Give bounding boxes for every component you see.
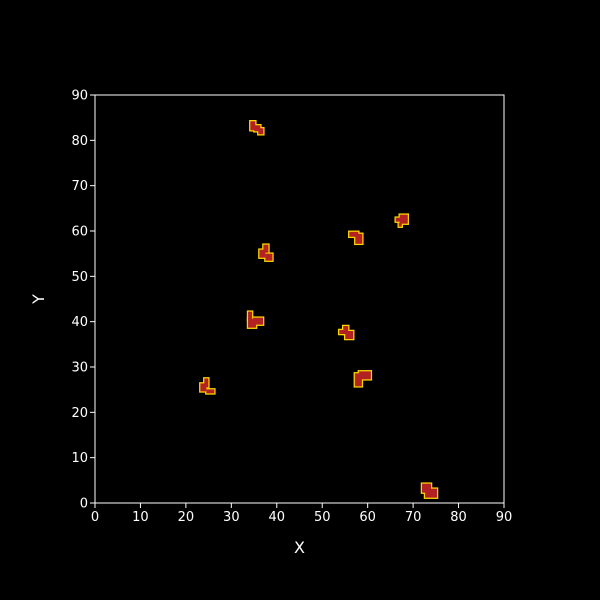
marker-fill-block (355, 233, 363, 244)
x-tick-label: 10 (132, 510, 149, 525)
marker-fill-block (398, 222, 402, 227)
marker-fill-block (395, 217, 401, 222)
marker-fill-block (200, 383, 207, 392)
marker-fill-block (339, 330, 346, 334)
data-point-marker (420, 482, 439, 499)
marker-fill-block (206, 389, 215, 394)
x-tick-label: 50 (314, 510, 331, 525)
y-tick-label: 40 (71, 315, 88, 330)
data-point-marker (337, 324, 355, 341)
marker-fill-block (204, 378, 209, 388)
y-tick-label: 90 (71, 89, 88, 104)
data-point-marker (246, 310, 265, 329)
x-tick-label: 70 (405, 510, 422, 525)
marker-fill-block (358, 371, 371, 380)
data-point-marker (199, 377, 216, 395)
y-tick-label: 30 (71, 361, 88, 376)
x-tick-label: 20 (178, 510, 195, 525)
marker-fill-block (258, 128, 264, 135)
y-tick-label: 20 (71, 406, 88, 421)
marker-fill-block (248, 311, 253, 321)
x-tick-label: 30 (223, 510, 240, 525)
marker-fill-block (354, 373, 362, 387)
marker-fill-block (254, 125, 261, 132)
y-tick-label: 70 (71, 179, 88, 194)
y-tick-label: 80 (71, 134, 88, 149)
marker-fill-block (265, 253, 273, 261)
plot-frame (94, 94, 505, 504)
y-tick-label: 10 (71, 451, 88, 466)
marker-fill-block (422, 483, 432, 493)
marker-fill-block (248, 318, 257, 328)
y-tick-label: 0 (80, 497, 88, 512)
data-point-marker (258, 243, 274, 262)
data-point-marker (249, 120, 265, 136)
data-point-marker (353, 370, 373, 388)
marker-fill-block (250, 121, 256, 131)
marker-fill-block (343, 326, 349, 334)
x-axis-title: X (294, 538, 305, 557)
data-point-marker (348, 230, 364, 246)
y-axis-title: Y (29, 294, 48, 305)
data-point-marker (394, 213, 409, 228)
marker-fill-block (259, 249, 266, 258)
marker-fill-block (263, 244, 269, 253)
x-tick-label: 80 (450, 510, 467, 525)
marker-fill-block (349, 231, 359, 237)
x-tick-label: 90 (496, 510, 513, 525)
x-tick-label: 40 (269, 510, 286, 525)
marker-fill-block (253, 317, 264, 325)
marker-fill-block (345, 331, 354, 339)
marker-fill-block (399, 214, 408, 224)
x-tick-label: 0 (91, 510, 99, 525)
y-tick-label: 60 (71, 225, 88, 240)
marker-fill-block (425, 488, 438, 498)
data-markers (199, 120, 439, 499)
x-tick-label: 60 (359, 510, 376, 525)
y-tick-label: 50 (71, 270, 88, 285)
axis-ticks: 0 10 20 30 40 50 60 70 80 90 0 10 20 30 40 50 60 70 80 90 (71, 89, 512, 526)
